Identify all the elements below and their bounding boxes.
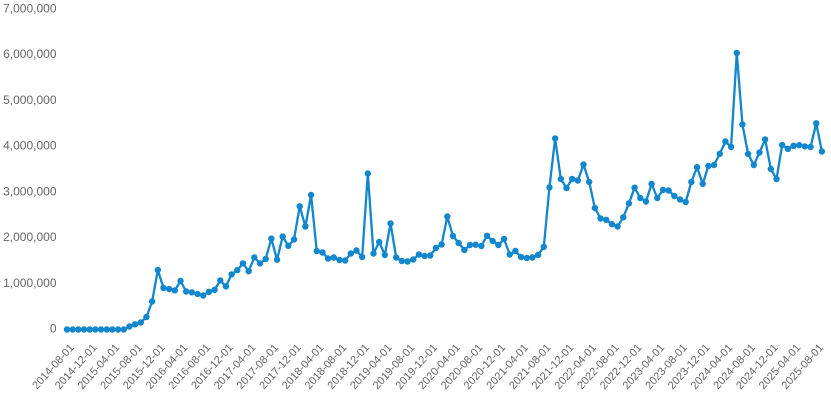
svg-text:5,000,000: 5,000,000 — [3, 93, 57, 107]
svg-text:4,000,000: 4,000,000 — [3, 139, 57, 153]
svg-text:0: 0 — [50, 322, 57, 336]
svg-text:2,000,000: 2,000,000 — [3, 230, 57, 244]
svg-text:6,000,000: 6,000,000 — [3, 47, 57, 61]
svg-text:3,000,000: 3,000,000 — [3, 184, 57, 198]
svg-text:7,000,000: 7,000,000 — [3, 2, 57, 16]
svg-text:1,000,000: 1,000,000 — [3, 276, 57, 290]
